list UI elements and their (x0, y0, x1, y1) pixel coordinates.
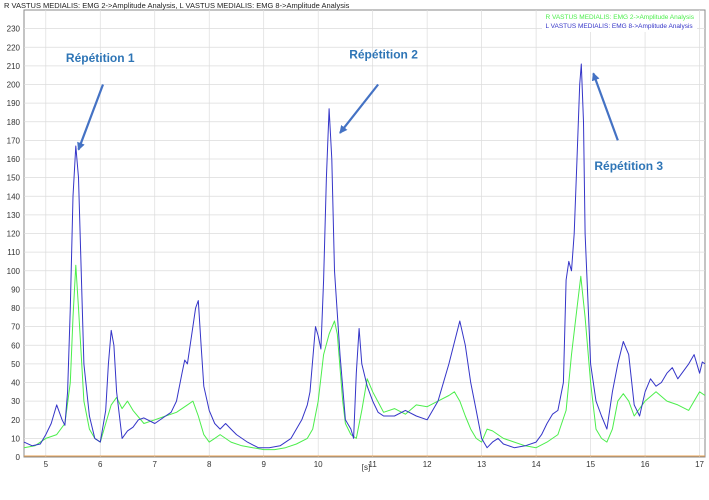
annotations: Répétition 1 Répétition 2 Répétition 3 (66, 47, 663, 173)
y-axis-ticks: 0 10 20 30 40 50 60 70 80 90 100 110 120 130 140 150 160… (7, 25, 21, 462)
x-axis-label: [s] (362, 463, 370, 472)
x-tick-label: 13 (477, 460, 486, 469)
x-tick-label: 9 (261, 460, 266, 469)
y-tick-label: 130 (7, 211, 21, 220)
y-tick-label: 200 (7, 81, 21, 90)
y-tick-label: 150 (7, 174, 21, 183)
y-tick-label: 70 (11, 323, 20, 332)
series-line-l-vastus (23, 63, 706, 449)
y-tick-label: 110 (7, 248, 20, 257)
y-tick-label: 220 (7, 43, 21, 52)
x-tick-label: 8 (207, 460, 212, 469)
y-tick-label: 170 (7, 136, 21, 145)
series-line-r-vastus (23, 264, 706, 451)
annotation-label-3: Répétition 3 (594, 159, 663, 173)
legend-item-l-vastus: L VASTUS MEDIALIS: EMG 8->Amplitude Anal… (545, 23, 693, 30)
y-tick-label: 30 (11, 397, 20, 406)
x-tick-label: 17 (695, 460, 704, 469)
y-tick-label: 190 (7, 99, 21, 108)
annotation-arrow-1 (77, 84, 105, 151)
x-tick-label: 11 (369, 460, 378, 469)
series-lines (23, 63, 706, 451)
y-tick-label: 60 (11, 341, 20, 350)
x-tick-label: 12 (423, 460, 432, 469)
y-tick-label: 180 (7, 118, 21, 127)
x-tick-label: 6 (98, 460, 103, 469)
y-tick-label: 140 (7, 192, 21, 201)
y-tick-label: 120 (7, 230, 21, 239)
annotation-label-2: Répétition 2 (349, 47, 418, 61)
y-tick-label: 20 (11, 416, 20, 425)
y-tick-label: 40 (11, 379, 20, 388)
legend: R VASTUS MEDIALIS: EMG 2->Amplitude Anal… (542, 12, 697, 32)
x-axis-ticks: 5 6 7 8 9 10 11 12 13 14 15 16 17 (44, 460, 705, 469)
y-tick-label: 0 (16, 453, 21, 462)
x-tick-label: 14 (532, 460, 541, 469)
y-tick-label: 160 (7, 155, 21, 164)
x-tick-label: 5 (44, 460, 49, 469)
annotation-arrow-3 (591, 72, 619, 141)
y-tick-label: 230 (7, 25, 21, 34)
y-tick-label: 80 (11, 304, 20, 313)
annotation-label-1: Répétition 1 (66, 51, 135, 65)
x-tick-label: 15 (586, 460, 595, 469)
y-tick-label: 210 (7, 62, 21, 71)
chart-title: R VASTUS MEDIALIS: EMG 2->Amplitude Anal… (4, 1, 350, 10)
y-tick-label: 100 (7, 267, 21, 276)
x-tick-label: 7 (153, 460, 158, 469)
x-tick-label: 16 (641, 460, 650, 469)
y-tick-label: 50 (11, 360, 20, 369)
legend-item-r-vastus: R VASTUS MEDIALIS: EMG 2->Amplitude Anal… (545, 14, 694, 21)
annotation-arrow-2 (339, 83, 379, 134)
y-tick-label: 10 (11, 434, 20, 443)
x-tick-label: 10 (314, 460, 323, 469)
y-tick-label: 90 (11, 285, 20, 294)
